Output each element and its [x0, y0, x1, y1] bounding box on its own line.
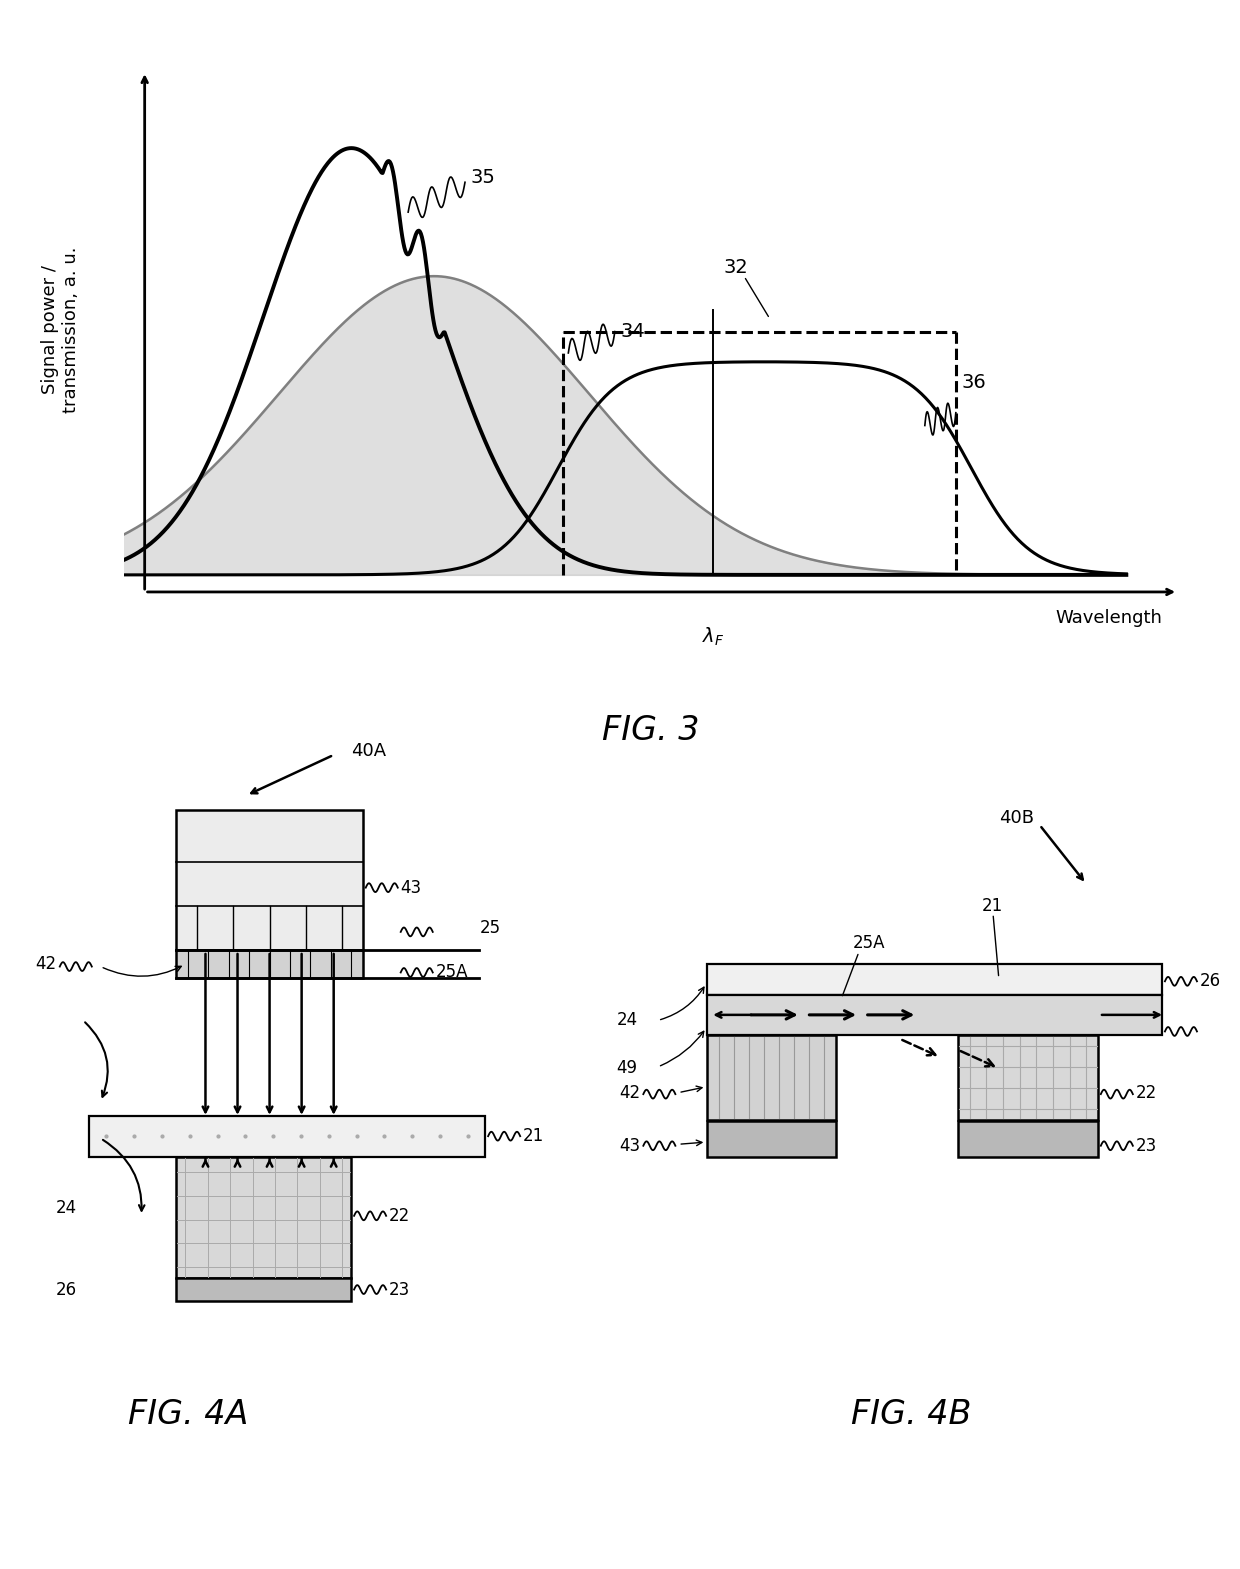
Bar	[707, 995, 1162, 1036]
Bar	[176, 1156, 351, 1279]
Text: FIG. 4A: FIG. 4A	[128, 1398, 248, 1431]
Text: 22: 22	[1136, 1084, 1157, 1101]
Text: 26: 26	[56, 1280, 77, 1299]
Bar	[176, 810, 363, 951]
Bar	[89, 1116, 485, 1156]
Text: 23: 23	[389, 1280, 410, 1299]
Text: $\lambda_F$: $\lambda_F$	[702, 626, 724, 648]
Text: Wavelength: Wavelength	[1055, 609, 1163, 628]
Text: 32: 32	[723, 259, 748, 278]
Text: 40A: 40A	[351, 742, 387, 761]
Text: 43: 43	[401, 879, 422, 896]
Text: 22: 22	[389, 1207, 410, 1225]
Text: FIG. 3: FIG. 3	[603, 714, 699, 747]
Text: 43: 43	[619, 1138, 640, 1155]
Bar	[707, 1036, 836, 1120]
Text: 25A: 25A	[853, 934, 885, 952]
Text: 25A: 25A	[435, 963, 469, 982]
Text: 26: 26	[1200, 973, 1221, 990]
Text: 25: 25	[480, 919, 501, 937]
Text: 23: 23	[1136, 1138, 1157, 1155]
Bar	[707, 1122, 836, 1156]
Text: 36: 36	[961, 373, 986, 392]
Text: 24: 24	[56, 1199, 77, 1218]
Text: 35: 35	[470, 168, 495, 187]
Bar	[176, 951, 363, 979]
Bar	[959, 1036, 1097, 1120]
Text: 21: 21	[523, 1127, 544, 1145]
Text: 49: 49	[616, 1059, 637, 1078]
Text: 42: 42	[619, 1084, 640, 1101]
Text: FIG. 4B: FIG. 4B	[851, 1398, 972, 1431]
Text: 42: 42	[36, 954, 57, 973]
Bar	[176, 1279, 351, 1301]
Bar	[707, 963, 1162, 995]
Text: 21: 21	[981, 897, 1003, 915]
Text: 34: 34	[620, 322, 645, 340]
Text: Signal power /
transmission, a. u.: Signal power / transmission, a. u.	[41, 246, 81, 413]
Text: 40B: 40B	[999, 808, 1034, 827]
Text: 24: 24	[616, 1012, 637, 1029]
Bar	[959, 1122, 1097, 1156]
